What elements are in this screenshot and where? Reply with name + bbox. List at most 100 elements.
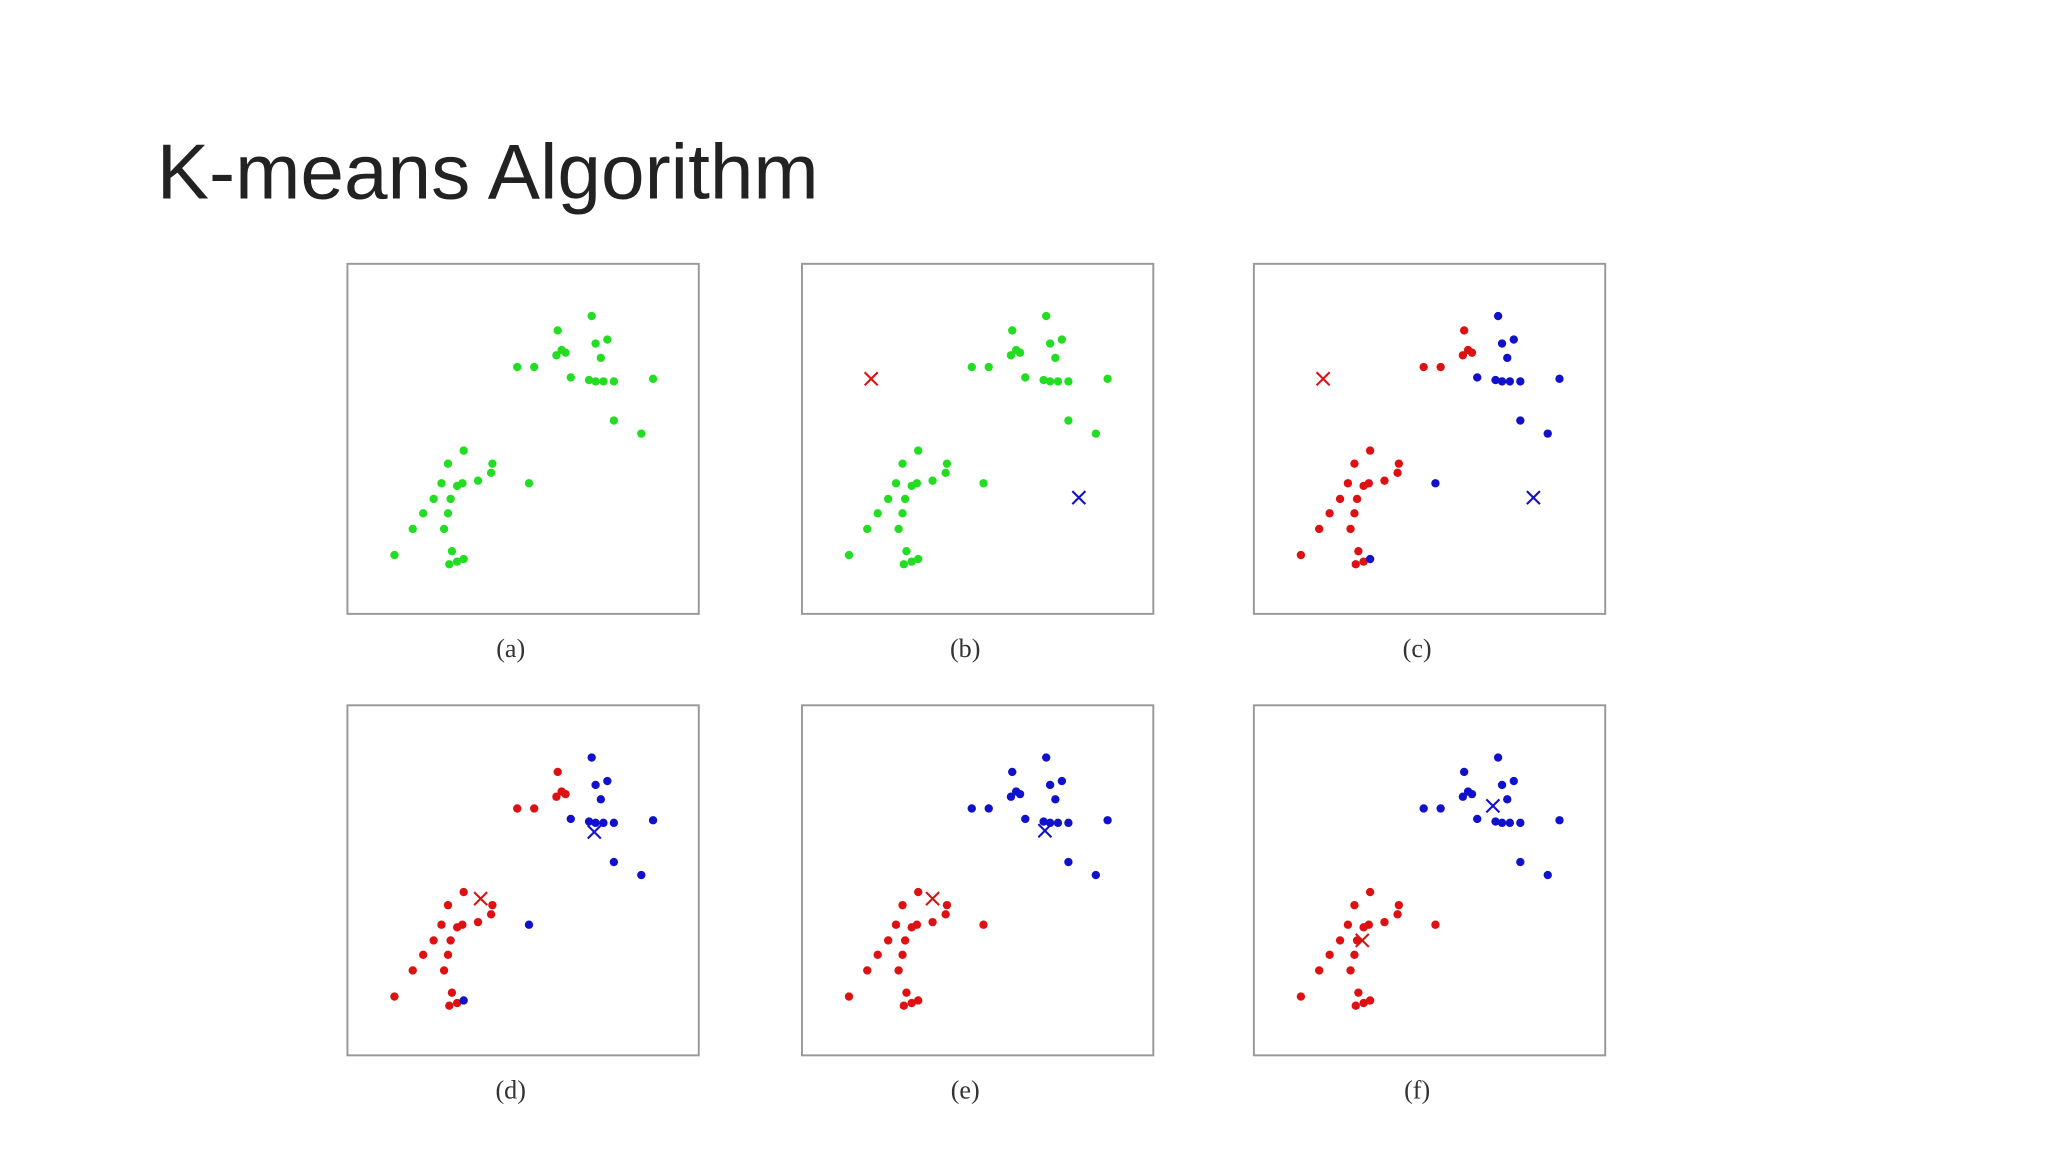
data-point: [979, 479, 988, 488]
data-point: [1497, 818, 1507, 828]
panel-caption: (c): [1403, 634, 1432, 663]
data-point: [459, 996, 468, 1005]
data-point: [459, 446, 468, 455]
data-point: [898, 950, 907, 959]
data-point: [443, 509, 453, 518]
data-point: [1503, 353, 1512, 363]
data-point: [591, 780, 600, 790]
data-point: [942, 459, 952, 468]
data-point: [473, 476, 483, 485]
data-point: [408, 524, 417, 534]
data-point: [609, 377, 619, 386]
data-point: [1042, 311, 1051, 321]
data-point: [1458, 792, 1468, 801]
data-point: [941, 468, 950, 477]
data-point: [513, 362, 522, 372]
data-point: [1352, 494, 1362, 504]
data-point: [443, 459, 453, 468]
data-point: [1354, 547, 1363, 556]
data-point: [1346, 966, 1355, 975]
data-point: [1103, 816, 1112, 825]
data-point: [1555, 374, 1564, 383]
data-point: [1497, 780, 1507, 790]
data-point: [1350, 950, 1359, 959]
data-point: [1505, 377, 1515, 386]
panel-caption: (d): [495, 1075, 525, 1104]
data-point: [459, 554, 468, 564]
data-point: [609, 416, 619, 425]
data-point: [902, 547, 911, 556]
data-point: [1351, 560, 1360, 569]
data-point: [1042, 753, 1051, 762]
data-point: [1359, 557, 1368, 566]
data-point: [907, 481, 916, 491]
data-point: [1365, 554, 1375, 564]
data-point: [1493, 753, 1503, 762]
data-point: [1091, 429, 1101, 438]
data-point: [1008, 326, 1017, 335]
data-point: [899, 560, 909, 569]
slide-title: K-means Algorithm: [157, 128, 819, 216]
data-point: [898, 459, 907, 468]
data-point: [419, 509, 428, 518]
data-point: [1315, 966, 1324, 975]
data-point: [609, 857, 619, 867]
data-point: [524, 920, 534, 929]
panel-caption: (f): [1404, 1075, 1430, 1104]
data-point: [894, 524, 903, 534]
panel-caption: (a): [496, 634, 525, 663]
data-point: [873, 950, 882, 959]
data-point: [1006, 792, 1016, 801]
data-point: [928, 917, 937, 927]
data-point: [1359, 923, 1368, 932]
data-point: [566, 814, 575, 824]
data-point: [967, 804, 976, 813]
data-point: [587, 311, 596, 321]
data-point: [1436, 362, 1445, 372]
data-point: [1543, 429, 1552, 438]
data-point: [1419, 804, 1428, 813]
data-point: [443, 950, 453, 959]
data-point: [530, 804, 539, 813]
data-point: [1359, 998, 1368, 1008]
data-point: [419, 950, 428, 959]
data-point: [452, 998, 462, 1008]
data-point: [1015, 348, 1025, 357]
data-point: [863, 524, 872, 534]
data-point: [1365, 446, 1375, 455]
data-point: [1431, 479, 1440, 488]
data-point: [1393, 468, 1402, 477]
panel-frame: [800, 262, 1155, 615]
data-point: [599, 818, 608, 828]
data-point: [1039, 817, 1048, 826]
data-point: [648, 816, 658, 825]
data-point: [891, 920, 901, 929]
data-point: [1380, 917, 1389, 927]
data-point: [1431, 920, 1440, 929]
data-point: [1497, 377, 1507, 386]
data-point: [1491, 817, 1500, 826]
data-point: [437, 920, 446, 929]
data-point: [1296, 992, 1306, 1001]
data-point: [1325, 509, 1334, 518]
data-point: [914, 887, 923, 897]
data-point: [1315, 524, 1324, 534]
data-point: [473, 917, 483, 927]
centroid-marker: [1485, 798, 1501, 814]
data-point: [486, 910, 496, 919]
panel-frame: [346, 704, 700, 1057]
data-point: [1380, 476, 1389, 485]
data-point: [1057, 335, 1067, 344]
panel-caption: (b): [950, 634, 980, 663]
data-point: [561, 789, 570, 799]
data-point: [1458, 351, 1468, 360]
data-point: [1091, 870, 1101, 880]
data-point: [1053, 377, 1063, 386]
data-point: [439, 524, 449, 534]
data-point: [873, 509, 882, 518]
panel-frame: [1252, 704, 1607, 1057]
data-point: [648, 374, 658, 383]
data-point: [907, 998, 916, 1008]
data-point: [1503, 795, 1512, 804]
